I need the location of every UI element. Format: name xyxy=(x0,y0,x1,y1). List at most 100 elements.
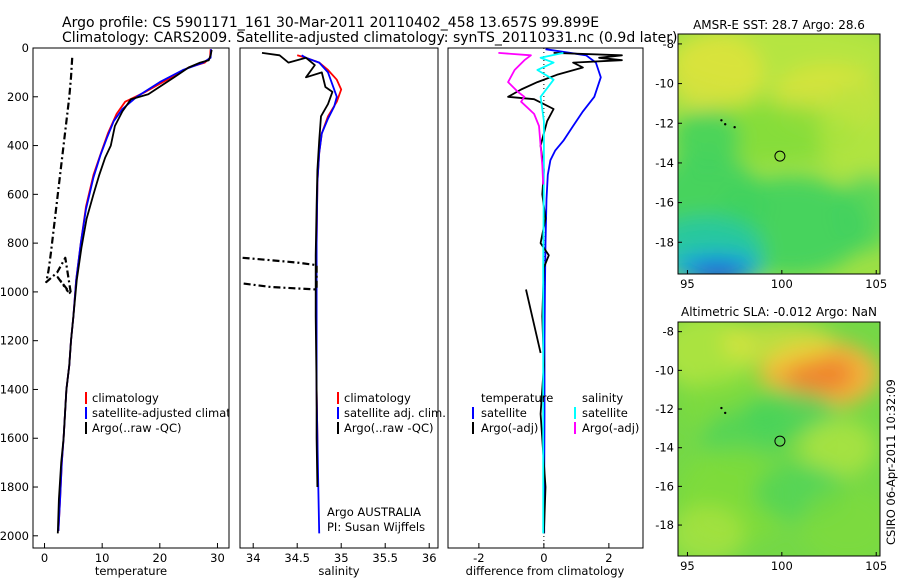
salinity-axis-label: salinity xyxy=(318,564,359,578)
y-tick-label: 0 xyxy=(22,41,29,55)
difference-panel: -2 0 2 difference from climatology tempera… xyxy=(447,47,644,578)
series-line-satellite-adj-clim--1 xyxy=(301,54,338,534)
x-tick-label: 36 xyxy=(422,551,437,565)
legend-label-argo: Argo(..raw -QC) xyxy=(344,421,434,435)
lat-tick-label: -12 xyxy=(655,402,674,416)
legend-heading-salinity: salinity xyxy=(582,391,623,405)
x-tick-label: 2 xyxy=(605,551,612,565)
series-line-argo-raw-qc--2 xyxy=(56,49,213,534)
difference-plot-frame xyxy=(447,47,644,549)
sla-map-panel: Altimetric SLA: -0.012 Argo: NaN 95 100 10… xyxy=(655,305,887,573)
series-line-argo-raw-3 xyxy=(45,57,74,296)
map-field-patch xyxy=(678,34,763,114)
map-field-patch xyxy=(689,264,746,274)
lon-tick-label: 100 xyxy=(771,277,793,291)
y-tick-label: 1400 xyxy=(0,382,29,396)
legend-label-satellite: satellite adj. clim. xyxy=(344,406,446,420)
legend-label-sal-argo: Argo(-adj) xyxy=(582,421,639,435)
y-tick-label: 1200 xyxy=(0,334,29,348)
series-line-argo-raw-difference-2 xyxy=(525,289,542,354)
lon-tick-label: 100 xyxy=(771,559,793,573)
map-field-patch xyxy=(721,322,835,367)
legend-label-sal-satellite: satellite xyxy=(582,406,628,420)
lon-tick-label: 95 xyxy=(680,277,695,291)
lon-tick-label: 105 xyxy=(865,277,887,291)
x-tick-label: 34 xyxy=(246,551,261,565)
float-track-point xyxy=(720,119,723,122)
series-line-salinity-satellite-3 xyxy=(536,52,564,534)
lat-tick-label: -10 xyxy=(655,77,674,91)
map-field xyxy=(678,322,880,556)
float-track-point xyxy=(733,126,736,129)
lat-tick-label: -16 xyxy=(655,196,674,210)
pi-label: PI: Susan Wijffels xyxy=(327,520,425,534)
x-tick-label: 34.5 xyxy=(284,551,310,565)
x-tick-label: 0 xyxy=(540,551,547,565)
map-field-patch xyxy=(800,418,877,477)
legend-label-argo: Argo(..raw -QC) xyxy=(92,421,182,435)
x-tick-label: 30 xyxy=(210,551,225,565)
map-field-patch xyxy=(800,486,880,556)
legend-label-temp-argo: Argo(-adj) xyxy=(481,421,538,435)
sst-map-title: AMSR-E SST: 28.7 Argo: 28.6 xyxy=(693,18,865,32)
lon-tick-label: 95 xyxy=(680,559,695,573)
map-field-patch xyxy=(785,354,854,394)
series-line-argo-raw-qc--2 xyxy=(261,52,334,488)
temperature-panel: 0 10 20 30 0 200 400 600 800 1000 1200 1400 1600 1800… xyxy=(0,41,262,578)
lat-tick-label: -14 xyxy=(655,156,674,170)
map-field-patch xyxy=(678,505,745,556)
y-tick-label: 2000 xyxy=(0,529,29,543)
salinity-plot-frame xyxy=(239,47,439,549)
series-line-salinity-argo-adj--4 xyxy=(498,52,545,185)
temperature-legend: climatology satellite-adjusted climatolo… xyxy=(85,391,262,435)
lat-tick-label: -18 xyxy=(655,518,674,532)
header-line-2: Climatology: CARS2009. Satellite-adjuste… xyxy=(62,30,677,46)
map-field-patch xyxy=(838,172,880,253)
lat-tick-label: -16 xyxy=(655,479,674,493)
float-track-point xyxy=(720,406,723,410)
y-tick-label: 1000 xyxy=(0,285,29,299)
difference-axis-label: difference from climatology xyxy=(466,564,625,578)
legend-label-satellite-adjusted: satellite-adjusted climatology xyxy=(92,406,262,420)
y-tick-label: 400 xyxy=(7,139,29,153)
float-track-point xyxy=(723,123,727,126)
sst-map-panel: AMSR-E SST: 28.7 Argo: 28.6 95 100 105 -8 -1… xyxy=(655,18,887,291)
salinity-panel: 34 34.5 35 35.5 36 salinity climatology sate… xyxy=(239,47,446,578)
y-tick-label: 800 xyxy=(7,236,29,250)
sst-map-frame xyxy=(677,33,881,275)
series-line-climatology-0 xyxy=(57,49,212,531)
x-tick-label: 35 xyxy=(334,551,349,565)
lat-tick-label: -14 xyxy=(655,441,674,455)
difference-legend: temperature satellite Argo(-adj) salinit… xyxy=(472,391,639,435)
x-tick-label: 10 xyxy=(95,551,110,565)
map-field xyxy=(678,34,880,274)
y-tick-label: 600 xyxy=(7,187,29,201)
sla-map-title: Altimetric SLA: -0.012 Argo: NaN xyxy=(681,305,877,319)
salinity-legend: climatology satellite adj. clim. Argo(..… xyxy=(337,391,446,435)
map-field-patch xyxy=(819,83,880,183)
lon-tick-label: 105 xyxy=(865,559,887,573)
float-track-point xyxy=(723,411,727,415)
lat-tick-label: -18 xyxy=(655,235,674,249)
series-line-climatology-0 xyxy=(296,54,343,458)
legend-heading-temperature: temperature xyxy=(481,391,553,405)
legend-label-temp-satellite: satellite xyxy=(481,406,527,420)
float-position-marker xyxy=(774,150,786,162)
temperature-plot-frame xyxy=(32,47,230,549)
y-tick-label: 1800 xyxy=(0,480,29,494)
creation-stamp: CSIRO 06-Apr-2011 10:32:09 xyxy=(884,379,898,545)
series-line-temperature-argo-adj--1 xyxy=(507,52,623,534)
x-tick-label: 35.5 xyxy=(372,551,398,565)
lat-tick-label: -12 xyxy=(655,116,674,130)
series-line-temperature-satellite-0 xyxy=(543,48,602,534)
series-line-satellite-adjusted-climatology-1 xyxy=(57,49,212,531)
lat-tick-label: -8 xyxy=(663,325,674,339)
x-tick-label: 0 xyxy=(41,551,48,565)
lat-tick-label: -10 xyxy=(655,363,674,377)
lat-tick-label: -8 xyxy=(663,37,674,51)
x-tick-label: -2 xyxy=(473,551,484,565)
header-line-1: Argo profile: CS 5901171_161 30-Mar-2011… xyxy=(62,15,599,31)
series-line-argo-raw-3 xyxy=(242,256,318,291)
